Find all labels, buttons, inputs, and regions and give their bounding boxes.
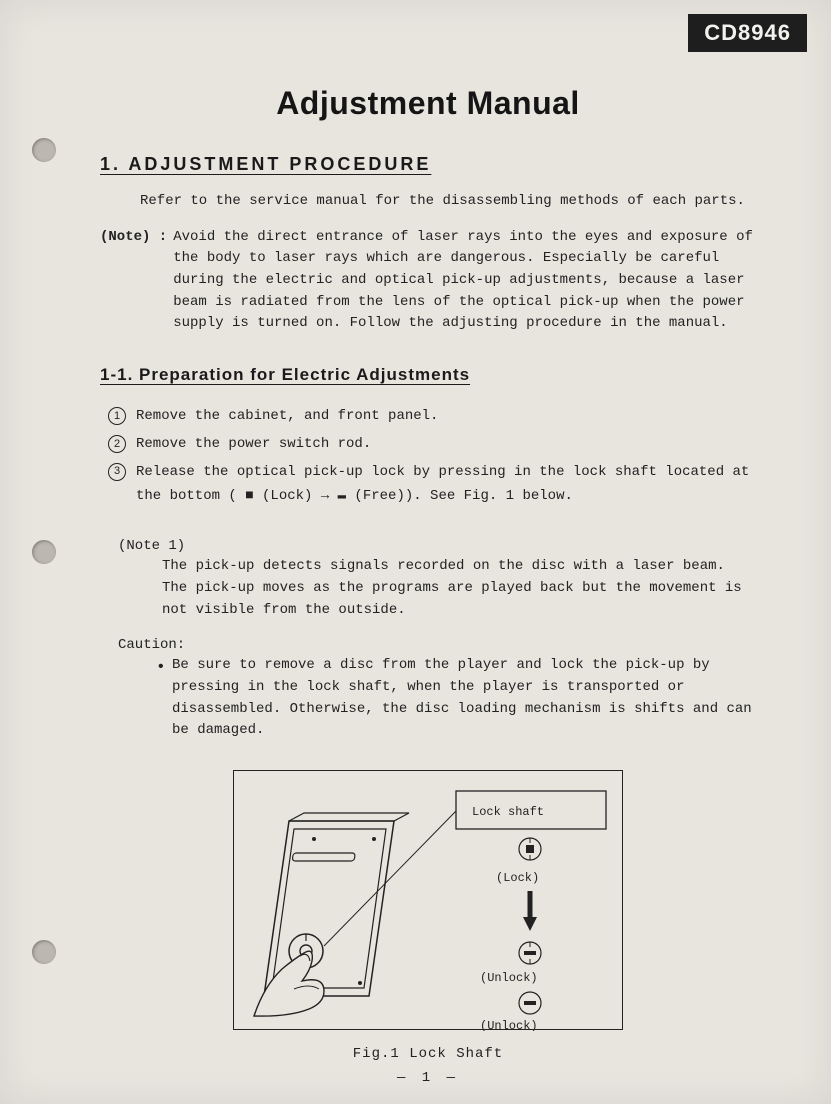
note-body: Avoid the direct entrance of laser rays … <box>173 227 756 335</box>
model-number-tag: CD8946 <box>688 14 807 52</box>
figure-label-lock: (Lock) <box>496 871 539 885</box>
document-title: Adjustment Manual <box>100 85 756 122</box>
page: CD8946 Adjustment Manual 1. ADJUSTMENT P… <box>0 0 831 1104</box>
step-3: 3 Release the optical pick-up lock by pre… <box>108 461 756 509</box>
figure-label-lock-shaft: Lock shaft <box>472 805 544 819</box>
note-label: (Note) : <box>100 227 167 335</box>
binder-hole <box>32 138 56 162</box>
page-number: — 1 — <box>100 1070 756 1086</box>
section-1-heading: 1. ADJUSTMENT PROCEDURE <box>100 154 756 175</box>
step-number-icon: 3 <box>108 463 126 481</box>
preparation-steps: 1 Remove the cabinet, and front panel. 2R… <box>108 405 756 508</box>
step-1-text: Remove the cabinet, and front panel. <box>136 408 438 424</box>
step-3-text: Release the optical pick-up lock by pres… <box>136 464 749 504</box>
note-1-body: The pick-up detects signals recorded on … <box>162 556 756 621</box>
step-2: 2 Remove the power switch rod. <box>108 433 756 457</box>
step-number-icon: 1 <box>108 407 126 425</box>
figure-1: Lock shaft (Lock) <box>233 770 623 1030</box>
section-1-1-heading: 1-1. Preparation for Electric Adjustment… <box>100 365 756 385</box>
laser-warning-note: (Note) : Avoid the direct entrance of la… <box>100 227 756 335</box>
caution-label: Caution: <box>118 637 756 653</box>
step-2-text: Remove the power switch rod. <box>136 436 371 452</box>
note-1-label: (Note 1) <box>118 538 756 554</box>
figure-1-caption: Fig.1 Lock Shaft <box>100 1046 756 1062</box>
step-number-icon: 2 <box>108 435 126 453</box>
figure-1-container: Lock shaft (Lock) <box>100 770 756 1062</box>
lock-shaft-diagram: Lock shaft (Lock) <box>234 771 624 1031</box>
figure-label-unlock-1: (Unlock) <box>480 971 538 985</box>
binder-hole <box>32 540 56 564</box>
section-1-intro: Refer to the service manual for the disa… <box>140 191 756 213</box>
binder-hole <box>32 940 56 964</box>
step-1: 1 Remove the cabinet, and front panel. <box>108 405 756 429</box>
caution-body: Be sure to remove a disc from the player… <box>172 655 756 742</box>
figure-label-unlock-2: (Unlock) <box>480 1019 538 1031</box>
